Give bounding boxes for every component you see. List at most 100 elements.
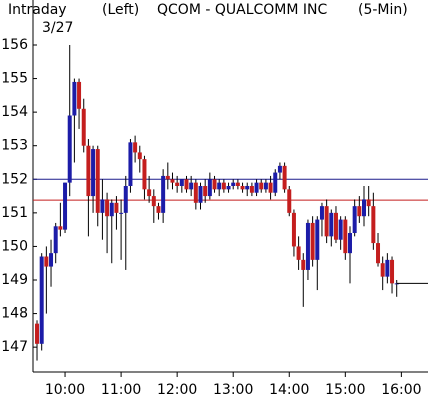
candle-body	[161, 175, 166, 213]
candle-body	[380, 263, 385, 277]
candle-body	[291, 212, 296, 247]
candle-body	[249, 186, 254, 193]
candle-body	[198, 186, 203, 203]
candle-body	[333, 212, 338, 240]
candle-body	[49, 253, 54, 267]
date-label: 3/27	[42, 20, 73, 36]
x-tick-label: 16:00	[381, 382, 421, 398]
x-tick-label: 10:00	[45, 382, 85, 398]
candle-body	[357, 206, 362, 217]
candle-body	[81, 108, 86, 146]
y-tick-label: 153	[1, 138, 28, 154]
candle-body	[147, 189, 152, 197]
candle-body	[133, 142, 138, 153]
y-tick-label: 147	[1, 339, 28, 355]
y-tick-label: 156	[1, 37, 28, 53]
candle-body	[63, 182, 68, 230]
candle-body	[95, 149, 100, 213]
axis-side: (Left)	[102, 2, 139, 18]
candle-body	[282, 165, 287, 190]
candle-body	[77, 81, 82, 109]
y-tick-label: 149	[1, 272, 28, 288]
candle-body	[366, 199, 371, 207]
y-tick-label: 152	[1, 171, 28, 187]
candle-body	[217, 182, 222, 190]
candle-body	[263, 182, 268, 190]
candle-body	[352, 206, 357, 234]
candle-body	[277, 165, 282, 173]
candle-body	[165, 175, 170, 180]
candle-body	[231, 182, 236, 186]
candle-body	[362, 199, 367, 217]
candle-body	[100, 199, 105, 213]
candle-body	[193, 182, 198, 203]
candle-body	[371, 206, 376, 244]
candle-body	[296, 246, 301, 260]
candle-body	[329, 212, 334, 237]
period-label: Intraday	[8, 2, 67, 18]
candle-body	[67, 115, 72, 183]
x-tick-label: 14:00	[269, 382, 309, 398]
y-tick-label: 148	[1, 306, 28, 322]
y-tick-label: 151	[1, 205, 28, 221]
candle-body	[347, 233, 352, 254]
candle-body	[385, 259, 390, 277]
candle-body	[114, 202, 119, 213]
y-tick-label: 154	[1, 104, 28, 120]
candle-body	[240, 186, 245, 190]
candle-body	[105, 199, 110, 217]
candle-body	[179, 179, 184, 186]
x-tick-label: 12:00	[157, 382, 197, 398]
candle-body	[254, 182, 259, 193]
candle-body	[137, 152, 142, 160]
candle-body	[343, 219, 348, 254]
candle-body	[305, 222, 310, 270]
candle-body	[221, 182, 226, 190]
y-tick-label: 155	[1, 71, 28, 87]
candle-body	[35, 323, 40, 344]
y-tick-label: 150	[1, 238, 28, 254]
candle-body	[301, 259, 306, 270]
candle-body	[287, 189, 292, 213]
x-tick-label: 11:00	[101, 382, 141, 398]
candle-body	[324, 206, 329, 237]
candle-body	[207, 179, 212, 197]
candle-body	[58, 226, 63, 230]
candle-body	[151, 196, 156, 207]
candle-body	[310, 222, 315, 260]
candle-body	[109, 202, 114, 217]
candle-body	[91, 149, 96, 197]
candle-body	[170, 179, 175, 183]
candle-body	[175, 182, 180, 186]
candle-body	[39, 256, 44, 344]
candle-body	[268, 182, 273, 193]
candle-body	[226, 186, 231, 190]
candle-body	[72, 81, 77, 116]
candle-body	[156, 206, 161, 213]
candle-body	[212, 179, 217, 190]
candle-body	[235, 182, 240, 186]
chart-title: QCOM - QUALCOMM INC	[157, 2, 327, 18]
candle-body	[245, 186, 250, 190]
candle-body	[44, 256, 49, 267]
candle-body	[184, 179, 189, 190]
candle-body	[189, 182, 194, 190]
candle-body	[123, 186, 128, 213]
interval-label: (5-Min)	[358, 2, 408, 18]
candle-body	[390, 259, 395, 284]
candle-body	[259, 182, 264, 190]
candle-body	[128, 142, 133, 186]
candle-body	[315, 219, 320, 260]
candle-body	[273, 172, 278, 193]
x-tick-label: 15:00	[325, 382, 365, 398]
candle-body	[53, 226, 58, 254]
candle-body	[86, 145, 91, 197]
candle-body	[376, 243, 381, 264]
candle-body	[319, 206, 324, 220]
candle-body	[203, 186, 208, 197]
candle-body	[142, 159, 147, 190]
candle-body	[119, 212, 124, 214]
candle-body	[338, 219, 343, 240]
